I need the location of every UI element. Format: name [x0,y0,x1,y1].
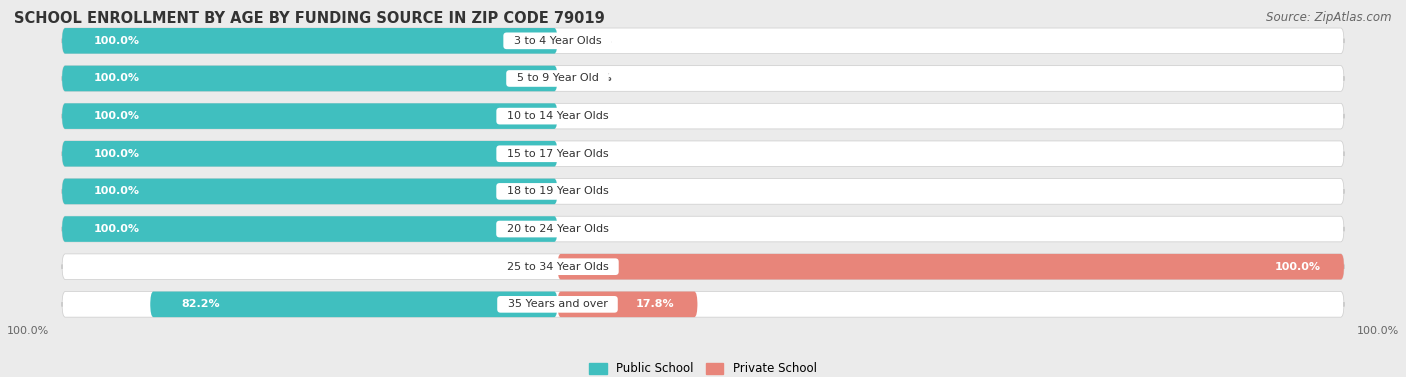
Text: 100.0%: 100.0% [93,186,139,196]
FancyBboxPatch shape [62,103,558,129]
FancyBboxPatch shape [62,66,558,91]
Text: 0.0%: 0.0% [581,36,612,46]
FancyBboxPatch shape [62,179,558,204]
Text: SCHOOL ENROLLMENT BY AGE BY FUNDING SOURCE IN ZIP CODE 79019: SCHOOL ENROLLMENT BY AGE BY FUNDING SOUR… [14,11,605,26]
Text: 35 Years and over: 35 Years and over [501,299,614,310]
FancyBboxPatch shape [150,291,558,317]
FancyBboxPatch shape [62,28,558,54]
FancyBboxPatch shape [62,216,558,242]
Text: 0.0%: 0.0% [581,224,612,234]
FancyBboxPatch shape [62,66,1344,91]
FancyBboxPatch shape [62,141,558,167]
Text: 0.0%: 0.0% [581,149,612,159]
Text: Source: ZipAtlas.com: Source: ZipAtlas.com [1267,11,1392,24]
Text: 18 to 19 Year Olds: 18 to 19 Year Olds [499,186,616,196]
Text: 3 to 4 Year Olds: 3 to 4 Year Olds [506,36,609,46]
Text: 82.2%: 82.2% [181,299,221,310]
Text: 0.0%: 0.0% [581,74,612,83]
Text: 0.0%: 0.0% [581,186,612,196]
Text: 100.0%: 100.0% [1357,326,1399,336]
Text: 100.0%: 100.0% [93,36,139,46]
FancyBboxPatch shape [62,141,1344,167]
Legend: Public School, Private School: Public School, Private School [589,362,817,375]
FancyBboxPatch shape [62,179,1344,204]
Text: 5 to 9 Year Old: 5 to 9 Year Old [509,74,606,83]
Text: 15 to 17 Year Olds: 15 to 17 Year Olds [499,149,616,159]
Text: 17.8%: 17.8% [636,299,673,310]
Text: 100.0%: 100.0% [93,111,139,121]
Text: 0.0%: 0.0% [503,262,534,272]
Text: 20 to 24 Year Olds: 20 to 24 Year Olds [499,224,616,234]
Text: 100.0%: 100.0% [1274,262,1320,272]
FancyBboxPatch shape [62,254,1344,279]
Text: 100.0%: 100.0% [93,149,139,159]
Text: 100.0%: 100.0% [7,326,49,336]
Text: 25 to 34 Year Olds: 25 to 34 Year Olds [499,262,616,272]
Text: 100.0%: 100.0% [93,224,139,234]
Text: 0.0%: 0.0% [581,111,612,121]
Text: 10 to 14 Year Olds: 10 to 14 Year Olds [499,111,616,121]
FancyBboxPatch shape [62,216,1344,242]
Text: 100.0%: 100.0% [93,74,139,83]
FancyBboxPatch shape [62,291,1344,317]
FancyBboxPatch shape [62,103,1344,129]
FancyBboxPatch shape [558,254,1344,279]
FancyBboxPatch shape [62,28,1344,54]
FancyBboxPatch shape [558,291,697,317]
